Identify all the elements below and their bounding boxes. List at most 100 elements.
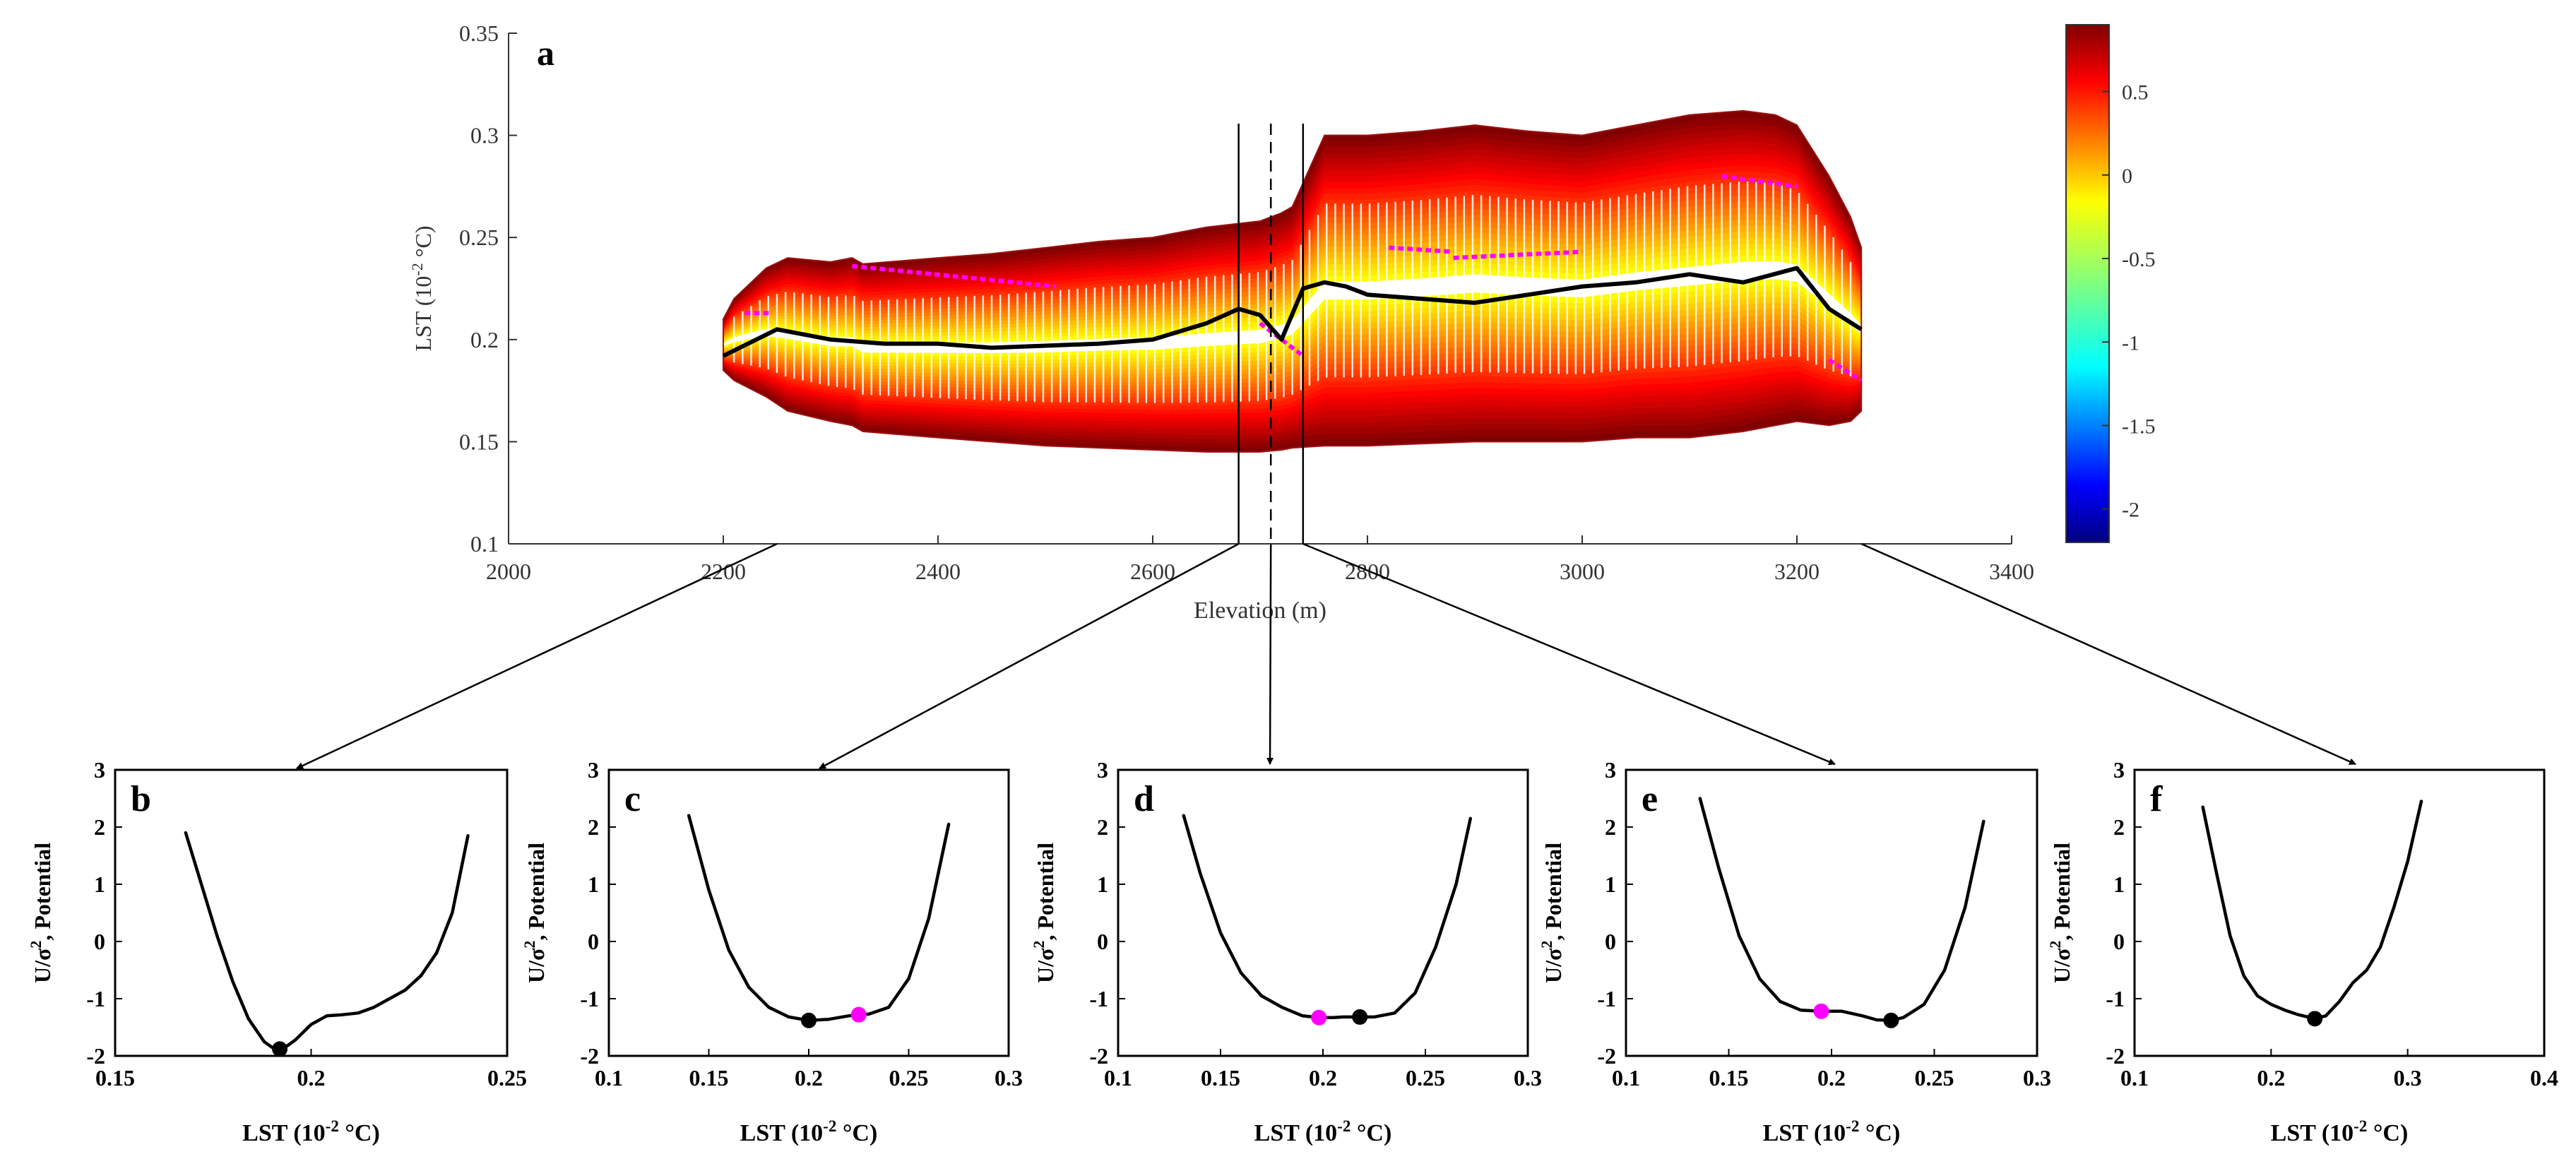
y-axis-label-exp: 2 <box>1030 941 1047 949</box>
x-tick-label: 2600 <box>1130 559 1175 584</box>
x-axis-label-unit: °C) <box>1351 1120 1391 1146</box>
y-axis-label-base: U/σ <box>1033 948 1058 983</box>
x-tick-label: 0.25 <box>889 1065 929 1090</box>
x-tick-label: 0.15 <box>689 1065 729 1090</box>
x-axis-label: LST (10-2 °C) <box>242 1117 380 1146</box>
x-axis-label-unit: °C) <box>836 1120 877 1146</box>
x-axis-label: Elevation (m) <box>1194 598 1326 624</box>
y-tick-label: 0 <box>2113 929 2125 954</box>
y-tick-label: 2 <box>1605 814 1616 840</box>
x-axis-label-unit: °C) <box>2367 1120 2408 1146</box>
x-tick-label: 0.1 <box>2120 1065 2149 1090</box>
colorbar <box>2065 24 2110 543</box>
panel-label-e: e <box>1642 779 1658 819</box>
y-axis-label-group: U/σ2, Potential <box>1538 843 1566 983</box>
y-axis-label-base: U/σ <box>30 948 55 983</box>
x-tick-label: 3000 <box>1560 559 1605 584</box>
unstable-state-segment <box>852 263 1057 289</box>
y-axis-label: U/σ2, Potential <box>1030 843 1058 983</box>
x-tick-label: 0.1 <box>1612 1065 1640 1090</box>
x-axis-label-unit: °C) <box>1859 1120 1900 1146</box>
y-tick-label: 0 <box>94 929 105 954</box>
connector-arrow <box>1302 542 1836 766</box>
x-tick-label: 3200 <box>1774 559 1820 584</box>
y-axis-label-unit: , Potential <box>1033 843 1058 941</box>
panel-a: 200022002400260028003000320034000.10.150… <box>408 20 2156 624</box>
unstable-state-point <box>850 1006 867 1023</box>
panel-label-d: d <box>1134 779 1154 819</box>
y-tick-label: -2 <box>580 1043 599 1069</box>
y-tick-label: 2 <box>1097 814 1108 840</box>
y-axis-label: LST (10-2 °C) <box>408 225 436 351</box>
x-tick-label: 0.15 <box>1201 1065 1240 1090</box>
y-tick-label: 3 <box>1097 757 1108 783</box>
connector-arrow <box>819 542 1240 770</box>
y-tick-label: 1 <box>588 872 599 897</box>
colorbar-tick-label: 0 <box>2122 165 2132 188</box>
y-axis-label-group: U/σ2, Potential <box>521 843 549 983</box>
colorbar-tick-label: -0.5 <box>2122 248 2156 271</box>
x-tick-label: 2000 <box>486 559 531 584</box>
panel-frame <box>607 768 1010 1057</box>
y-tick-label: 3 <box>2113 757 2125 783</box>
y-axis-label-base: U/σ <box>2049 948 2075 983</box>
x-axis-label-base: LST (10 <box>242 1120 325 1146</box>
x-axis-label-exp: -2 <box>1846 1117 1859 1135</box>
y-tick-label: 1 <box>1605 872 1616 897</box>
y-tick-label: 1 <box>1097 872 1108 897</box>
y-axis-label: U/σ2, Potential <box>27 843 55 983</box>
x-tick-label: 0.3 <box>995 1065 1023 1090</box>
y-tick-label: -2 <box>2106 1043 2125 1069</box>
x-axis-label: LST (10-2 °C) <box>1254 1117 1392 1146</box>
panel-label-b: b <box>131 779 151 819</box>
y-tick-label: 2 <box>588 814 599 840</box>
y-tick-label: 1 <box>94 872 105 897</box>
y-tick-label: 1 <box>2113 872 2125 897</box>
x-axis-label-base: LST (10 <box>2271 1120 2354 1146</box>
stable-state-point <box>801 1012 817 1028</box>
panel-label-a: a <box>537 33 554 73</box>
y-axis-label-exp: 2 <box>2046 941 2064 949</box>
y-axis-label-group: U/σ2, Potential <box>2046 843 2075 983</box>
y-axis-label: U/σ2, Potential <box>2046 843 2075 983</box>
colorbar-tick-label: -1.5 <box>2122 415 2156 438</box>
potential-curve <box>184 831 470 1051</box>
stable-state-point <box>1883 1012 1899 1028</box>
potential-curve <box>1698 797 1986 1023</box>
y-tick-label: 0.35 <box>459 20 499 46</box>
x-tick-label: 2200 <box>701 559 746 584</box>
connector-arrow <box>296 542 778 770</box>
y-axis-label-group: U/σ2, Potential <box>1030 843 1058 983</box>
x-tick-label: 0.2 <box>1309 1065 1337 1090</box>
x-tick-label: 0.15 <box>95 1065 135 1090</box>
y-tick-label: 0.15 <box>459 429 499 454</box>
x-axis-label-unit: °C) <box>339 1120 380 1146</box>
x-tick-label: 0.25 <box>1406 1065 1445 1090</box>
stable-state-point <box>272 1041 288 1057</box>
y-tick-label: -1 <box>2106 986 2125 1011</box>
unstable-state-segment <box>1453 249 1583 261</box>
x-axis-label-exp: -2 <box>326 1117 339 1135</box>
connector-arrow <box>1860 542 2356 766</box>
y-axis-label-base: U/σ <box>1541 948 1566 983</box>
potential-curve <box>687 814 951 1023</box>
y-axis-label-exp: 2 <box>27 941 44 949</box>
x-axis-label: LST (10-2 °C) <box>2271 1117 2409 1146</box>
heat-band-layer <box>723 261 1862 353</box>
x-tick-label: 0.25 <box>1915 1065 1954 1090</box>
unstable-state-segment <box>1827 358 1863 383</box>
x-axis-label: LST (10-2 °C) <box>740 1117 878 1146</box>
y-axis-label-exp: 2 <box>1538 941 1555 949</box>
unstable-state-point <box>1311 1009 1327 1026</box>
x-tick-label: 0.4 <box>2530 1065 2558 1090</box>
stable-state-point <box>2307 1011 2323 1027</box>
y-axis-label: U/σ2, Potential <box>521 843 549 983</box>
y-axis-label-group: U/σ2, Potential <box>27 843 55 983</box>
panel-label-f: f <box>2150 779 2163 819</box>
x-tick-label: 0.15 <box>1709 1065 1749 1090</box>
